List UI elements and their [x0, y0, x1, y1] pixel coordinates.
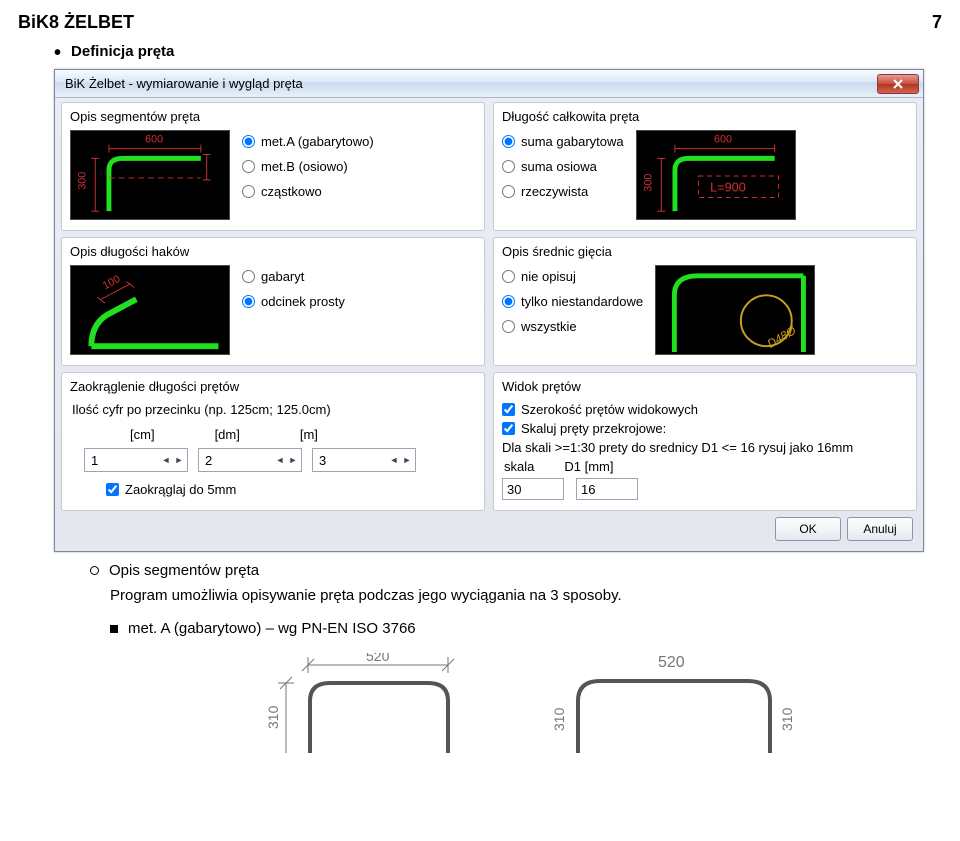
thumb-tot-len: L=900 [710, 180, 746, 195]
panel-round: Zaokrąglenie długości prętów Ilość cyfr … [61, 372, 485, 511]
cancel-button[interactable]: Anuluj [847, 517, 913, 541]
dialog-window: BiK Żelbet - wymiarowanie i wygląd pręta… [54, 69, 924, 552]
panel-hooks: Opis długości haków 100 [61, 237, 485, 366]
spinner-m[interactable]: 3◄► [312, 448, 416, 472]
radio-bend-a[interactable]: nie opisuj [502, 269, 643, 284]
unit-dm: [dm] [215, 427, 240, 442]
input-skala[interactable]: 30 [502, 478, 564, 500]
radio-total-a[interactable]: suma gabarytowa [502, 134, 624, 149]
panel-bend-title: Opis średnic gięcia [502, 244, 908, 259]
radio-total-c[interactable]: rzeczywista [502, 184, 624, 199]
panel-round-subtitle: Ilość cyfr po przecinku (np. 125cm; 125.… [70, 400, 476, 423]
radio-bend-b[interactable]: tylko niestandardowe [502, 294, 643, 309]
square-bullet: met. A (gabarytowo) – wg PN-EN ISO 3766 [18, 610, 942, 641]
chevron-right-icon[interactable]: ► [401, 451, 413, 469]
panel-total-title: Długość całkowita pręta [502, 109, 908, 124]
fig2-right-label: 310 [779, 707, 795, 731]
doc-page: 7 [932, 12, 942, 33]
thumb-seg-side: 300 [76, 172, 88, 190]
sub-bullet: Opis segmentów pręta [18, 552, 942, 583]
dialog-title: BiK Żelbet - wymiarowanie i wygląd pręta [65, 76, 303, 91]
radio-seg-a[interactable]: met.A (gabarytowo) [242, 134, 374, 149]
thumb-seg-top: 600 [145, 134, 163, 146]
radio-total-b[interactable]: suma osiowa [502, 159, 624, 174]
thumb-bend: D48Ø [655, 265, 815, 355]
fig-top-label: 520 [366, 653, 390, 664]
label-skala: skala [504, 459, 534, 474]
bottom-figures: 520 310 520 310 310 [18, 641, 942, 753]
ring-icon [90, 566, 99, 575]
radio-hook-b[interactable]: odcinek prosty [242, 294, 345, 309]
chevron-left-icon[interactable]: ◄ [160, 451, 172, 469]
unit-cm: [cm] [130, 427, 155, 442]
square-bullet-text: met. A (gabarytowo) – wg PN-EN ISO 3766 [128, 620, 416, 637]
panel-bend: Opis średnic gięcia nie opisuj tylko nie… [493, 237, 917, 366]
checkbox-view-width[interactable]: Szerokość prętów widokowych [502, 400, 908, 419]
fig2-top-label: 520 [658, 654, 685, 671]
chevron-right-icon[interactable]: ► [287, 451, 299, 469]
titlebar: BiK Żelbet - wymiarowanie i wygląd pręta [55, 70, 923, 98]
figure-right: 520 310 310 [548, 653, 848, 753]
panel-hooks-title: Opis długości haków [70, 244, 476, 259]
chevron-left-icon[interactable]: ◄ [274, 451, 286, 469]
chevron-left-icon[interactable]: ◄ [388, 451, 400, 469]
radio-seg-c[interactable]: cząstkowo [242, 184, 374, 199]
thumb-hooks: 100 [70, 265, 230, 355]
doc-title: BiK8 ŻELBET [18, 12, 134, 33]
spinner-dm[interactable]: 2◄► [198, 448, 302, 472]
fig2-left-label: 310 [551, 707, 567, 731]
radio-seg-b[interactable]: met.B (osiowo) [242, 159, 374, 174]
view-note: Dla skali >=1:30 prety do srednicy D1 <=… [502, 438, 908, 457]
panel-total: Długość całkowita pręta suma gabarytowa … [493, 102, 917, 231]
thumb-total: 600 300 L=900 [636, 130, 796, 220]
radio-hook-a[interactable]: gabaryt [242, 269, 345, 284]
paragraph: Program umożliwia opisywanie pręta podcz… [18, 583, 942, 610]
thumb-segments: 600 300 [70, 130, 230, 220]
spinner-cm[interactable]: 1◄► [84, 448, 188, 472]
square-icon [110, 625, 118, 633]
thumb-bend-label: D48Ø [765, 324, 799, 351]
close-icon [892, 78, 904, 90]
checkbox-view-scale[interactable]: Skaluj pręty przekrojowe: [502, 419, 908, 438]
section-heading: Definicja pręta [71, 43, 174, 60]
label-d1: D1 [mm] [564, 459, 613, 474]
ok-button[interactable]: OK [775, 517, 841, 541]
panel-view-title: Widok prętów [502, 379, 908, 394]
unit-m: [m] [300, 427, 318, 442]
close-button[interactable] [877, 74, 919, 94]
panel-segments: Opis segmentów pręta 600 300 [61, 102, 485, 231]
panel-round-title: Zaokrąglenie długości prętów [70, 379, 476, 394]
input-d1[interactable]: 16 [576, 478, 638, 500]
thumb-tot-side: 300 [642, 174, 654, 192]
panel-view: Widok prętów Szerokość prętów widokowych… [493, 372, 917, 511]
checkbox-round5[interactable]: Zaokrąglaj do 5mm [70, 482, 476, 497]
thumb-tot-top: 600 [714, 134, 732, 146]
chevron-right-icon[interactable]: ► [173, 451, 185, 469]
radio-bend-c[interactable]: wszystkie [502, 319, 643, 334]
panel-segments-title: Opis segmentów pręta [70, 109, 476, 124]
bullet-icon: • [54, 43, 61, 63]
fig-left-label: 310 [265, 705, 281, 729]
figure-left: 520 310 [258, 653, 468, 753]
sub-bullet-title: Opis segmentów pręta [109, 562, 259, 579]
